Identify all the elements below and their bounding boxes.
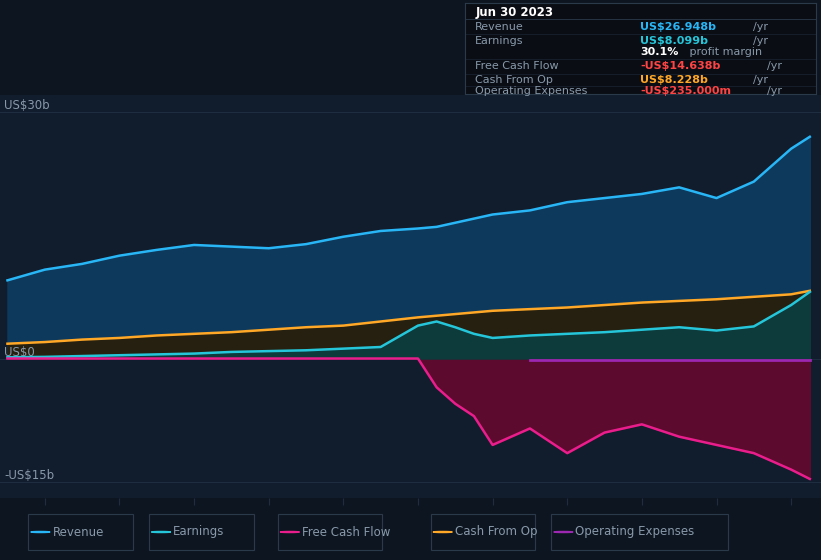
Circle shape: [151, 531, 171, 533]
Circle shape: [30, 531, 50, 533]
Text: Cash From Op: Cash From Op: [455, 525, 537, 539]
Text: Revenue: Revenue: [53, 525, 103, 539]
Text: Free Cash Flow: Free Cash Flow: [302, 525, 390, 539]
Text: /yr: /yr: [753, 74, 768, 85]
Text: /yr: /yr: [753, 22, 768, 32]
Circle shape: [280, 531, 300, 533]
Text: Operating Expenses: Operating Expenses: [475, 86, 588, 96]
Text: profit margin: profit margin: [686, 48, 762, 57]
Text: Jun 30 2023: Jun 30 2023: [475, 6, 553, 19]
Text: Operating Expenses: Operating Expenses: [576, 525, 695, 539]
Text: Cash From Op: Cash From Op: [475, 74, 553, 85]
Text: Earnings: Earnings: [475, 36, 524, 46]
Text: /yr: /yr: [753, 36, 768, 46]
Text: /yr: /yr: [767, 61, 782, 71]
Text: US$0: US$0: [4, 346, 34, 358]
Text: -US$235.000m: -US$235.000m: [640, 86, 732, 96]
Text: US$8.228b: US$8.228b: [640, 74, 709, 85]
Circle shape: [553, 531, 573, 533]
Text: US$30b: US$30b: [4, 99, 50, 111]
Circle shape: [433, 531, 452, 533]
Text: Free Cash Flow: Free Cash Flow: [475, 61, 559, 71]
Text: US$26.948b: US$26.948b: [640, 22, 717, 32]
Text: /yr: /yr: [767, 86, 782, 96]
Text: US$8.099b: US$8.099b: [640, 36, 709, 46]
Text: Earnings: Earnings: [173, 525, 224, 539]
Text: 30.1%: 30.1%: [640, 48, 679, 57]
Text: -US$14.638b: -US$14.638b: [640, 61, 721, 71]
Text: Revenue: Revenue: [475, 22, 524, 32]
Text: -US$15b: -US$15b: [4, 469, 54, 482]
